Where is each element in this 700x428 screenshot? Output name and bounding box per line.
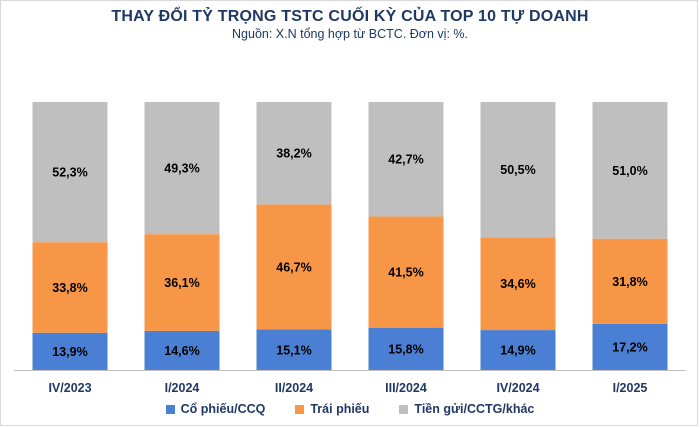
data-label-stocks-0: 13,9% (52, 345, 87, 359)
x-tick-label-0: IV/2023 (48, 381, 91, 395)
x-tick-label-2: II/2024 (275, 381, 313, 395)
chart-title: THAY ĐỔI TỶ TRỌNG TSTC CUỐI KỲ CỦA TOP 1… (111, 8, 589, 25)
data-label-stocks-2: 15,1% (276, 343, 311, 357)
data-label-stocks-1: 14,6% (164, 344, 199, 358)
legend-label-stocks: Cổ phiếu/CCQ (180, 402, 266, 416)
x-tick-label-1: I/2024 (165, 381, 200, 395)
legend-swatch-stocks (165, 404, 175, 414)
legend: Cổ phiếu/CCQ Trái phiếu Tiền gửi/CCTG/kh… (0, 402, 700, 416)
legend-item-stocks: Cổ phiếu/CCQ (165, 402, 266, 416)
bar-segment-bonds-3 (368, 216, 444, 328)
data-label-deposits-0: 52,3% (52, 166, 87, 180)
data-label-deposits-1: 49,3% (164, 162, 199, 176)
bar-segment-bonds-0 (32, 242, 108, 333)
x-tick-label-4: IV/2024 (496, 381, 539, 395)
bar-segment-deposits-5 (592, 102, 668, 239)
data-label-bonds-1: 36,1% (164, 276, 199, 290)
data-label-bonds-2: 46,7% (276, 260, 311, 274)
data-label-deposits-5: 51,0% (612, 164, 647, 178)
data-label-bonds-3: 41,5% (388, 266, 423, 280)
bar-segment-deposits-3 (368, 102, 444, 217)
bar-segment-stocks-1 (144, 330, 220, 370)
data-label-deposits-3: 42,7% (388, 153, 423, 167)
legend-swatch-deposits (399, 404, 409, 414)
bar-segment-deposits-2 (256, 102, 332, 205)
bar-segment-stocks-2 (256, 329, 332, 370)
bar-segment-bonds-4 (480, 237, 556, 331)
data-label-stocks-3: 15,8% (388, 342, 423, 356)
data-label-deposits-4: 50,5% (500, 163, 535, 177)
bar-segment-stocks-0 (32, 332, 108, 370)
data-label-stocks-4: 14,9% (500, 344, 535, 358)
bar-segment-deposits-0 (32, 102, 108, 243)
x-tick-label-3: III/2024 (385, 381, 427, 395)
bar-segment-stocks-4 (480, 330, 556, 370)
data-label-stocks-5: 17,2% (612, 340, 647, 354)
chart-subtitle: Nguồn: X.N tổng hợp từ BCTC. Đơn vị: %. (232, 27, 468, 41)
data-label-bonds-0: 33,8% (52, 281, 87, 295)
bar-segment-deposits-4 (480, 102, 556, 238)
data-label-deposits-2: 38,2% (276, 147, 311, 161)
bar-segment-bonds-2 (256, 204, 332, 330)
stacked-bar-chart: 13,9% 33,8% 52,3% IV/2023 14,6% 36,1% 49,3% I/2… (14, 102, 686, 395)
bar-segment-stocks-3 (368, 327, 444, 370)
data-label-bonds-4: 34,6% (500, 277, 535, 291)
x-tick-label-5: I/2025 (613, 381, 648, 395)
bar-segment-bonds-1 (144, 234, 220, 331)
legend-swatch-bonds (295, 404, 305, 414)
legend-label-deposits: Tiền gửi/CCTG/khác (414, 402, 535, 416)
legend-item-bonds: Trái phiếu (295, 402, 369, 416)
bar-segment-deposits-1 (144, 102, 220, 235)
bar-segment-stocks-5 (592, 323, 668, 370)
bar-segment-bonds-5 (592, 238, 668, 324)
legend-item-deposits: Tiền gửi/CCTG/khác (399, 402, 534, 416)
data-label-bonds-5: 31,8% (612, 275, 647, 289)
legend-label-bonds: Trái phiếu (310, 402, 370, 416)
